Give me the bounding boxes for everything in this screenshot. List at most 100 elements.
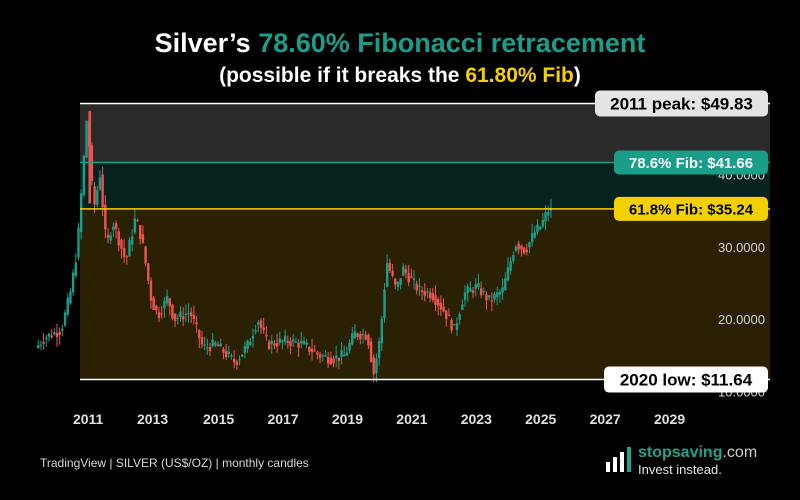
- candle-body: [383, 289, 386, 319]
- candle-body: [114, 223, 118, 229]
- candle-body: [394, 278, 397, 285]
- candle-body: [224, 351, 228, 358]
- candle-body: [139, 225, 142, 239]
- candle-body: [243, 346, 247, 353]
- candle-body: [171, 304, 174, 319]
- candle-body: [334, 355, 338, 359]
- candle-body: [522, 247, 526, 254]
- candle-body: [241, 354, 244, 357]
- candle-body: [262, 327, 265, 331]
- candle-body: [536, 224, 539, 233]
- candle-body: [37, 345, 40, 349]
- candle-body: [230, 355, 233, 357]
- candle-body: [53, 332, 56, 335]
- candle-body: [372, 357, 375, 375]
- candle-body: [345, 352, 349, 356]
- candle-body: [74, 262, 78, 276]
- candle-body: [410, 276, 413, 278]
- candle-body: [479, 288, 483, 296]
- candle-body: [415, 283, 418, 291]
- candle-body: [125, 256, 129, 258]
- candle-body: [469, 288, 472, 292]
- candle-body: [332, 358, 335, 364]
- candle-body: [485, 294, 488, 301]
- candle-body: [340, 350, 343, 357]
- candle-body: [219, 343, 222, 347]
- candle-body: [147, 263, 150, 281]
- x-tick-label: 2015: [203, 411, 234, 427]
- candle-body: [487, 295, 491, 298]
- candle-body: [216, 344, 220, 347]
- candle-body: [356, 333, 359, 337]
- candle-body: [270, 341, 273, 345]
- candle-body: [399, 278, 402, 285]
- candle-body: [144, 246, 147, 264]
- candle-body: [101, 174, 104, 208]
- candle-body: [173, 313, 177, 321]
- candle-body: [447, 314, 451, 316]
- candle-body: [380, 318, 384, 344]
- candle-body: [122, 248, 126, 257]
- candle-body: [482, 290, 486, 292]
- candle-body: [71, 272, 75, 293]
- candle-body: [316, 352, 319, 355]
- candle-body: [369, 341, 373, 362]
- candle-body: [235, 361, 239, 366]
- candle-body: [471, 290, 475, 293]
- candle-body: [104, 204, 107, 230]
- candle-body: [208, 346, 212, 352]
- subtitle-suffix: ): [573, 64, 581, 87]
- candle-body: [152, 297, 155, 311]
- candle-body: [165, 295, 169, 304]
- candle-body: [157, 311, 161, 318]
- x-tick-label: 2029: [654, 411, 685, 427]
- chart-title-line1: Silver’s 78.60% Fibonacci retracement: [0, 28, 800, 59]
- candle-body: [517, 243, 520, 250]
- candle-body: [195, 322, 198, 325]
- candle-body: [257, 322, 260, 325]
- candle-body: [496, 292, 499, 297]
- x-tick-label: 2011: [73, 411, 104, 427]
- candle-body: [286, 341, 290, 343]
- x-tick-label: 2023: [461, 411, 492, 427]
- candle-body: [198, 329, 201, 339]
- x-tick-label: 2017: [267, 411, 298, 427]
- candle-body: [294, 341, 298, 343]
- candle-body: [506, 267, 510, 281]
- candle-body: [461, 304, 464, 310]
- level-label-box: [614, 150, 768, 175]
- candle-body: [112, 226, 115, 230]
- x-tick-label: 2025: [525, 411, 556, 427]
- candle-body: [200, 337, 204, 345]
- candle-body: [69, 291, 72, 304]
- candle-body: [96, 190, 99, 205]
- candle-body: [463, 292, 467, 300]
- candle-body: [547, 212, 550, 216]
- candle-body: [402, 266, 405, 276]
- candle-body: [273, 343, 276, 346]
- candle-body: [82, 155, 86, 195]
- candle-body: [308, 346, 311, 352]
- candle-body: [267, 341, 271, 349]
- candle-body: [377, 341, 381, 359]
- candle-body: [544, 212, 547, 222]
- candle-body: [477, 282, 480, 288]
- title-highlight: 78.60% Fibonacci retracement: [258, 28, 646, 58]
- candle-body: [206, 347, 209, 349]
- brand-tagline: Invest instead.: [638, 462, 722, 477]
- candle-body: [404, 269, 408, 273]
- candle-body: [455, 323, 459, 330]
- candle-body: [450, 319, 453, 331]
- candle-body: [474, 284, 477, 289]
- candle-body: [163, 300, 166, 309]
- candle-body: [445, 310, 448, 320]
- candle-body: [504, 278, 507, 291]
- level-label-text: 2011 peak: $49.83: [610, 95, 753, 114]
- candle-body: [490, 300, 494, 302]
- candle-body: [329, 357, 333, 365]
- candle-body: [388, 262, 392, 271]
- brand-name-bold: stopsaving: [638, 444, 723, 461]
- candle-body: [246, 340, 249, 349]
- candle-body: [222, 348, 225, 353]
